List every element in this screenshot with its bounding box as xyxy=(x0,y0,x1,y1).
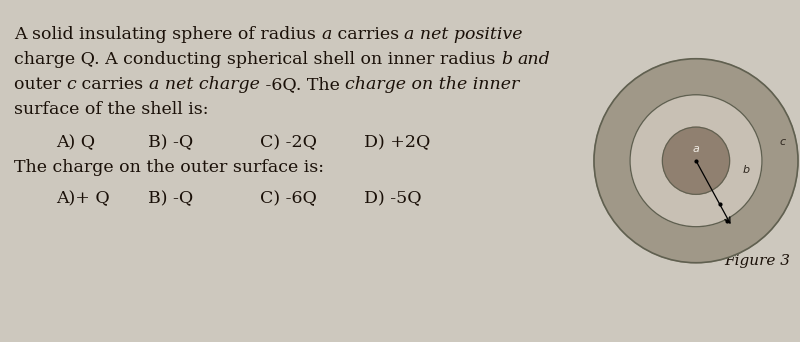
Text: charge Q. A conducting spherical shell on inner radius: charge Q. A conducting spherical shell o… xyxy=(14,51,501,68)
Text: carries: carries xyxy=(76,76,149,93)
Circle shape xyxy=(630,95,762,227)
Text: outer: outer xyxy=(14,76,66,93)
Text: C) -6Q: C) -6Q xyxy=(260,190,317,207)
Text: charge on the inner: charge on the inner xyxy=(346,76,519,93)
Text: b: b xyxy=(743,165,750,175)
Text: The charge on the outer surface is:: The charge on the outer surface is: xyxy=(14,159,324,176)
Text: c: c xyxy=(66,76,76,93)
Text: B) -Q: B) -Q xyxy=(148,134,194,151)
Text: A) Q: A) Q xyxy=(56,134,95,151)
Text: a: a xyxy=(693,144,699,154)
Text: C) -2Q: C) -2Q xyxy=(260,134,317,151)
Text: b: b xyxy=(501,51,512,68)
Text: surface of the shell is:: surface of the shell is: xyxy=(14,101,209,118)
Text: and: and xyxy=(518,51,550,68)
Circle shape xyxy=(662,127,730,194)
Text: A)+ Q: A)+ Q xyxy=(56,190,110,207)
Text: a net charge: a net charge xyxy=(149,76,260,93)
Text: a net positive: a net positive xyxy=(404,26,523,43)
Text: Figure 3: Figure 3 xyxy=(724,254,790,268)
Text: -6Q. The: -6Q. The xyxy=(260,76,346,93)
Text: B) -Q: B) -Q xyxy=(148,190,194,207)
Circle shape xyxy=(594,59,798,263)
Text: D) +2Q: D) +2Q xyxy=(364,134,430,151)
Text: c: c xyxy=(779,136,786,146)
Text: a: a xyxy=(322,26,332,43)
Text: D) -5Q: D) -5Q xyxy=(364,190,422,207)
Text: carries: carries xyxy=(332,26,404,43)
Text: A solid insulating sphere of radius: A solid insulating sphere of radius xyxy=(14,26,322,43)
